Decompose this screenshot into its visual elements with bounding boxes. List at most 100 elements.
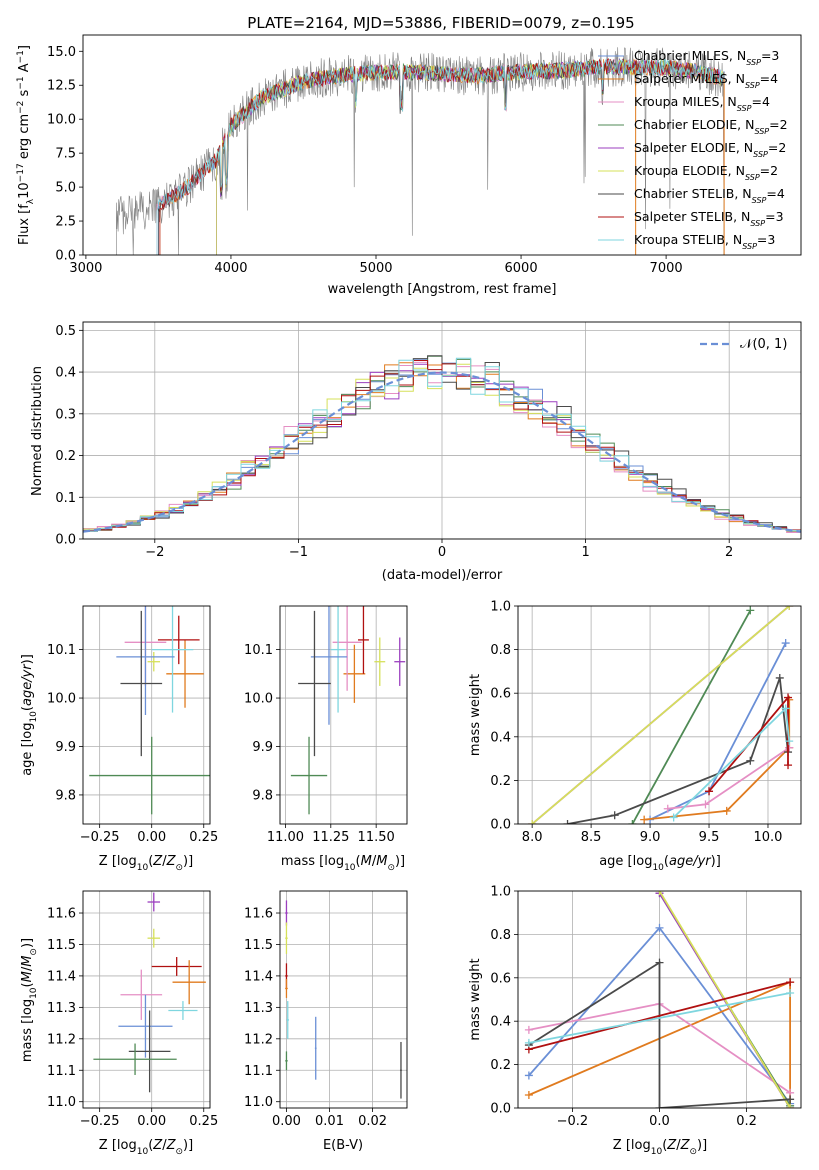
line-series <box>528 981 791 1051</box>
point-marker <box>524 1071 533 1080</box>
x-axis-label: age [log10(age/yr)] <box>599 854 721 873</box>
x-tick-label: 3000 <box>69 261 102 276</box>
point-marker <box>746 606 755 615</box>
y-tick-label: 1.0 <box>490 885 511 900</box>
point-marker <box>524 1025 533 1034</box>
line-series <box>528 992 791 1044</box>
x-axis-label: mass [log10(M/M⊙)] <box>281 854 405 873</box>
point-marker <box>785 737 794 746</box>
point-marker <box>705 787 714 796</box>
legend-label: Salpeter STELIB, NSSP=3 <box>634 209 784 228</box>
axes-frame <box>279 890 408 1109</box>
y-tick-label: 0.2 <box>490 774 511 789</box>
plot-area-residuals <box>83 322 801 539</box>
point-marker <box>784 693 793 702</box>
plot-area-mass_vs_Z <box>83 891 210 1108</box>
axes-spectrum: 3000 4000 5000 6000 7000 0.0 2.5 5.0 7.5 10.0 12.5… <box>16 34 802 297</box>
x-tick-label: 0.00 <box>272 1114 301 1129</box>
x-tick-label: −1 <box>289 545 308 560</box>
histogram-series <box>83 357 801 534</box>
point-marker <box>781 704 790 713</box>
y-tick-label: 0.4 <box>490 1015 511 1030</box>
point-marker <box>781 639 790 648</box>
point-marker <box>524 1038 533 1047</box>
point-marker <box>628 820 637 824</box>
axes-frame <box>82 605 211 825</box>
legend-label: Kroupa ELODIE, NSSP=2 <box>634 163 778 182</box>
x-axis-label: Z [log10(Z/Z⊙)] <box>99 854 193 873</box>
line-series <box>672 706 791 819</box>
y-tick-label: 0.8 <box>490 643 511 658</box>
x-tick-label: 4000 <box>214 261 247 276</box>
y-tick-label: 5.0 <box>55 181 76 196</box>
x-tick-label: 0.02 <box>358 1114 387 1129</box>
spectrum-model-line <box>158 57 725 255</box>
normal-curve <box>83 371 801 533</box>
spectrum-model-line <box>159 58 725 255</box>
point-marker <box>784 761 793 770</box>
x-tick-label: 0.0 <box>649 1114 670 1129</box>
legend-label: Salpeter ELODIE, NSSP=2 <box>634 140 786 159</box>
line-series <box>631 609 752 824</box>
y-tick-label: 11.0 <box>244 1095 273 1110</box>
point-marker <box>528 820 537 824</box>
point-marker <box>746 756 755 765</box>
line-series <box>528 960 791 1108</box>
figure-title: PLATE=2164, MJD=53886, FIBERID=0079, z=0… <box>247 14 634 32</box>
x-tick-label: −2 <box>145 545 164 560</box>
axes-age_vs_Z: −0.25 0.00 0.25 9.8 9.9 10.0 10.1 Z [log10(Z/Z⊙… <box>20 605 218 873</box>
point-marker <box>786 978 795 987</box>
line-series <box>644 699 791 821</box>
legend-label: 𝒩(0, 1) <box>740 337 787 352</box>
y-axis-label: mass [log10(M/M⊙)] <box>20 938 39 1062</box>
y-tick-label: 11.0 <box>47 1095 76 1110</box>
y-tick-label: 0.6 <box>490 971 511 986</box>
spectrum-model-line <box>158 57 725 255</box>
x-axis-label: E(B-V) <box>323 1138 363 1153</box>
x-tick-label: 0.2 <box>736 1114 757 1129</box>
plot-area-age_vs_Z <box>83 606 210 824</box>
y-tick-label: 7.5 <box>55 147 76 162</box>
y-tick-label: 0.0 <box>55 533 76 548</box>
x-tick-label: −0.2 <box>557 1114 589 1129</box>
y-tick-label: 12.5 <box>47 79 76 94</box>
y-axis-label: age [log10(age/yr)] <box>20 654 39 776</box>
y-tick-label: 0.4 <box>55 366 76 381</box>
y-axis-label: Normed distribution <box>30 366 45 496</box>
x-axis-label: Z [log10(Z/Z⊙)] <box>99 1138 193 1157</box>
point-marker <box>663 804 672 813</box>
plot-area-massweight_vs_Z <box>518 891 801 1108</box>
y-tick-label: 11.2 <box>244 1032 273 1047</box>
x-axis-label: Z [log10(Z/Z⊙)] <box>613 1138 707 1157</box>
x-tick-label: 11.00 <box>267 830 304 845</box>
axes-frame <box>517 890 802 1109</box>
y-tick-label: 11.1 <box>47 1064 76 1079</box>
legend-label: Salpeter MILES, NSSP=4 <box>634 71 778 90</box>
y-tick-label: 0.5 <box>55 324 76 339</box>
point-marker <box>563 820 572 824</box>
axes-age_vs_mass: 11.00 11.25 11.50 9.8 9.9 10.0 10.1 mass [log10… <box>244 605 408 873</box>
y-tick-label: 11.5 <box>47 938 76 953</box>
spectrum-model-line <box>216 58 725 255</box>
y-tick-label: 11.1 <box>244 1064 273 1079</box>
y-tick-label: 10.0 <box>244 692 273 707</box>
spectrum-data-line <box>116 47 725 255</box>
y-tick-label: 10.1 <box>47 643 76 658</box>
axes-residuals: −2 −1 0 1 2 0.0 0.1 0.2 0.3 0.4 0.5 𝒩(0, 1) (data-mo… <box>30 321 802 583</box>
point-marker <box>786 1095 795 1104</box>
axes-massweight_vs_Z: −0.2 0.0 0.2 0.0 0.2 0.4 0.6 0.8 1.0 mass weight Z… <box>468 885 802 1157</box>
x-tick-label: −0.25 <box>80 1114 120 1129</box>
y-tick-label: 0.0 <box>490 818 511 833</box>
x-tick-label: 0.25 <box>189 830 218 845</box>
x-tick-label: 11.50 <box>358 830 395 845</box>
y-tick-label: 0.2 <box>490 1058 511 1073</box>
x-tick-label: 0.00 <box>137 1114 166 1129</box>
axes-mass_vs_ebv: 0.00 0.01 0.02 11.0 11.1 11.2 11.3 11.4 11.5 11.6… <box>244 890 408 1153</box>
plot-area-massweight_vs_age <box>518 606 801 824</box>
x-tick-label: −0.25 <box>80 830 120 845</box>
y-tick-label: 11.3 <box>47 1001 76 1016</box>
point-marker <box>655 891 664 895</box>
y-tick-label: 0.1 <box>55 491 76 506</box>
spectrum-model-line <box>156 58 725 255</box>
